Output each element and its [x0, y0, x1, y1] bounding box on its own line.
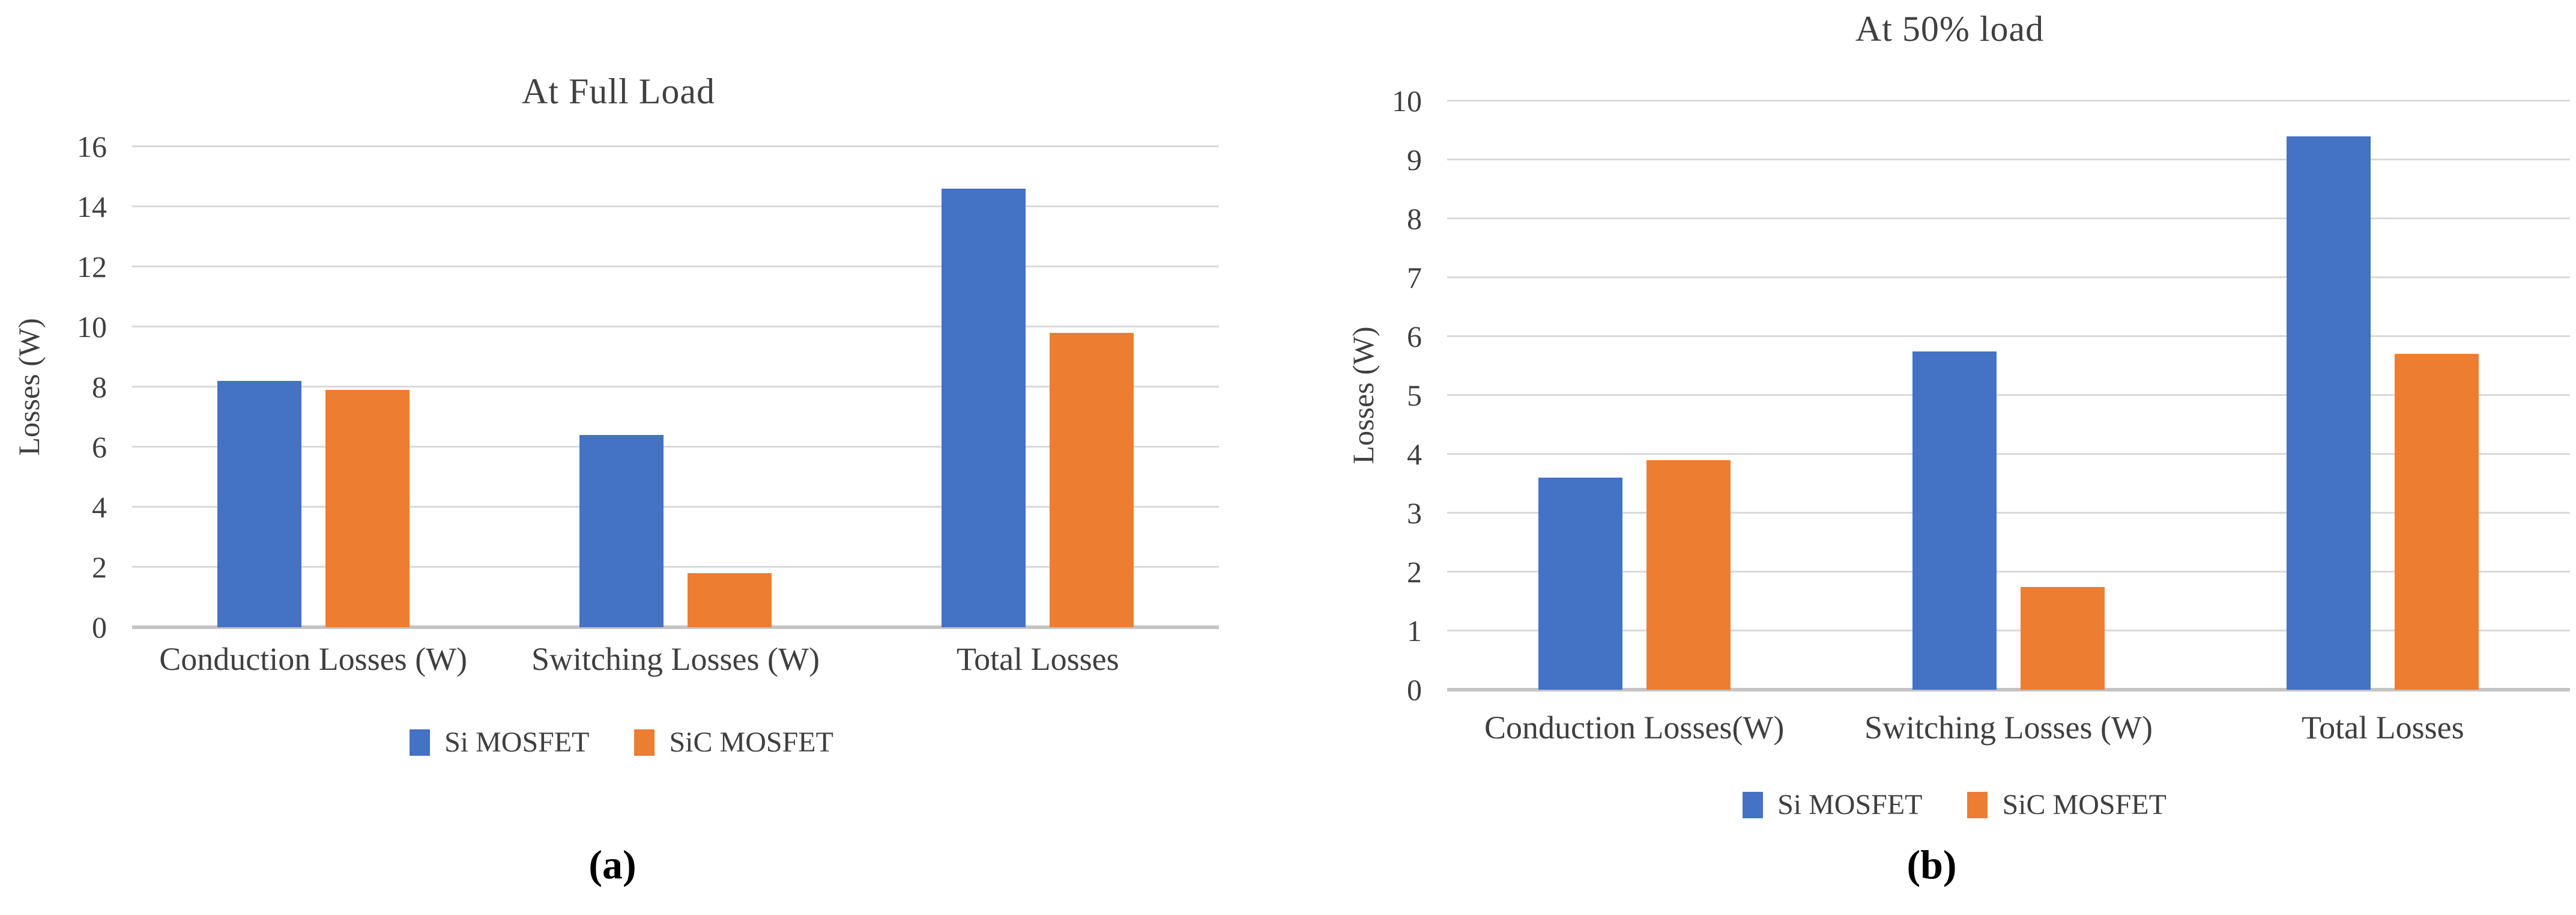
bar-sic-mosfet	[1646, 460, 1731, 690]
gridline	[1447, 512, 2570, 514]
legend-item-sic-mosfet: SiC MOSFET	[1967, 788, 2166, 821]
y-tick-label: 2	[92, 550, 107, 584]
bar-sic-mosfet	[2020, 586, 2105, 690]
bar-group-switching-losses-w	[1821, 101, 2195, 690]
legend-item-sic-mosfet: SiC MOSFET	[634, 726, 833, 759]
x-category-label: Conduction Losses(W)	[1484, 710, 1785, 746]
chart-title: At 50% load	[1855, 9, 2045, 49]
bar-si-mosfet	[2287, 136, 2371, 690]
legend-swatch-icon	[1743, 791, 1764, 818]
x-category-label: Conduction Losses (W)	[159, 641, 468, 677]
gridline	[132, 446, 1219, 448]
bar-group-total-losses	[2196, 101, 2570, 690]
gridline	[132, 386, 1219, 388]
legend-item-si-mosfet: Si MOSFET	[410, 726, 589, 759]
bar-si-mosfet	[217, 381, 301, 627]
legend: Si MOSFET SiC MOSFET	[1288, 788, 2576, 821]
legend-swatch-icon	[634, 729, 655, 756]
y-axis-title: Losses (W)	[12, 318, 46, 456]
bar-group-switching-losses-w	[494, 147, 856, 627]
y-tick-label: 16	[77, 130, 107, 163]
y-tick-label: 10	[77, 310, 107, 344]
bar-si-mosfet	[579, 435, 664, 627]
y-tick-label: 8	[92, 370, 107, 404]
gridline	[1447, 276, 2570, 278]
x-axis-labels: Conduction Losses (W) Switching Losses (W…	[132, 640, 1219, 678]
legend-label: Si MOSFET	[1777, 789, 1923, 821]
y-tick-label: 8	[1407, 202, 1422, 236]
gridline	[1447, 217, 2570, 219]
x-axis-line	[132, 625, 1219, 629]
y-tick-label: 7	[1407, 261, 1422, 294]
y-tick-label: 10	[1392, 84, 1422, 118]
chart-title: At Full Load	[522, 71, 715, 111]
y-tick-label: 12	[77, 250, 107, 284]
x-category-label: Total Losses	[2301, 710, 2464, 746]
y-tick-label: 6	[92, 430, 107, 464]
bar-chart-full-load: At Full Load Losses (W) 0 2 4 6 8 10 12 14 16 Co…	[0, 71, 1243, 887]
bar-group-conduction-losses-w	[132, 147, 494, 627]
x-axis-labels: Conduction Losses(W) Switching Losses (W)…	[1447, 709, 2570, 746]
gridline	[132, 266, 1219, 267]
gridline	[1447, 453, 2570, 455]
gridline	[1447, 571, 2570, 573]
gridline	[1447, 394, 2570, 396]
y-tick-label: 0	[1407, 673, 1422, 707]
gridline	[1447, 159, 2570, 160]
bar-si-mosfet	[1912, 351, 1997, 690]
bar-sic-mosfet	[1050, 333, 1134, 627]
y-tick-label: 6	[1407, 320, 1422, 353]
legend-item-si-mosfet: Si MOSFET	[1743, 788, 1922, 821]
bar-chart-50-load: At 50% load Losses (W) 0 1 2 3 4 5 6 7 8 9 10 Cond…	[1288, 0, 2576, 915]
bar-sic-mosfet	[2395, 354, 2479, 690]
y-tick-label: 5	[1407, 378, 1422, 412]
gridline	[132, 205, 1219, 207]
y-tick-label: 4	[1407, 437, 1422, 471]
legend-label: Si MOSFET	[444, 726, 590, 758]
gridline	[132, 145, 1219, 147]
gridline	[1447, 100, 2570, 102]
y-tick-label: 0	[92, 610, 107, 644]
legend-swatch-icon	[410, 729, 431, 756]
x-category-label: Switching Losses (W)	[531, 641, 820, 677]
bar-si-mosfet	[1538, 478, 1622, 690]
y-tick-label: 1	[1407, 614, 1422, 648]
legend-label: SiC MOSFET	[669, 726, 833, 758]
bar-group-conduction-losses-w	[1447, 101, 1821, 690]
y-axis-title: Losses (W)	[1346, 326, 1380, 464]
plot-area: 0 2 4 6 8 10 12 14 16	[77, 132, 1219, 642]
bar-si-mosfet	[942, 189, 1026, 627]
bar-sic-mosfet	[687, 573, 772, 627]
gridline	[132, 566, 1219, 568]
plot-area: 0 1 2 3 4 5 6 7 8 9 10	[1392, 86, 2570, 705]
gridline	[132, 326, 1219, 327]
gridline	[132, 506, 1219, 508]
legend-label: SiC MOSFET	[2002, 789, 2166, 821]
x-category-label: Switching Losses (W)	[1864, 710, 2153, 746]
gridline	[1447, 630, 2570, 631]
bar-group-total-losses	[857, 147, 1219, 627]
y-tick-label: 9	[1407, 143, 1422, 177]
y-tick-label: 2	[1407, 555, 1422, 589]
x-axis-line	[1447, 688, 2570, 692]
gridline	[1447, 335, 2570, 337]
legend-swatch-icon	[1967, 791, 1988, 818]
y-tick-label: 4	[92, 490, 107, 524]
legend: Si MOSFET SiC MOSFET	[0, 726, 1243, 759]
subfigure-caption-b: (b)	[1906, 842, 1957, 887]
bar-sic-mosfet	[325, 390, 410, 627]
subfigure-caption-a: (a)	[588, 842, 636, 887]
y-tick-label: 14	[77, 190, 107, 223]
y-tick-label: 3	[1407, 496, 1422, 530]
x-category-label: Total Losses	[956, 641, 1119, 677]
